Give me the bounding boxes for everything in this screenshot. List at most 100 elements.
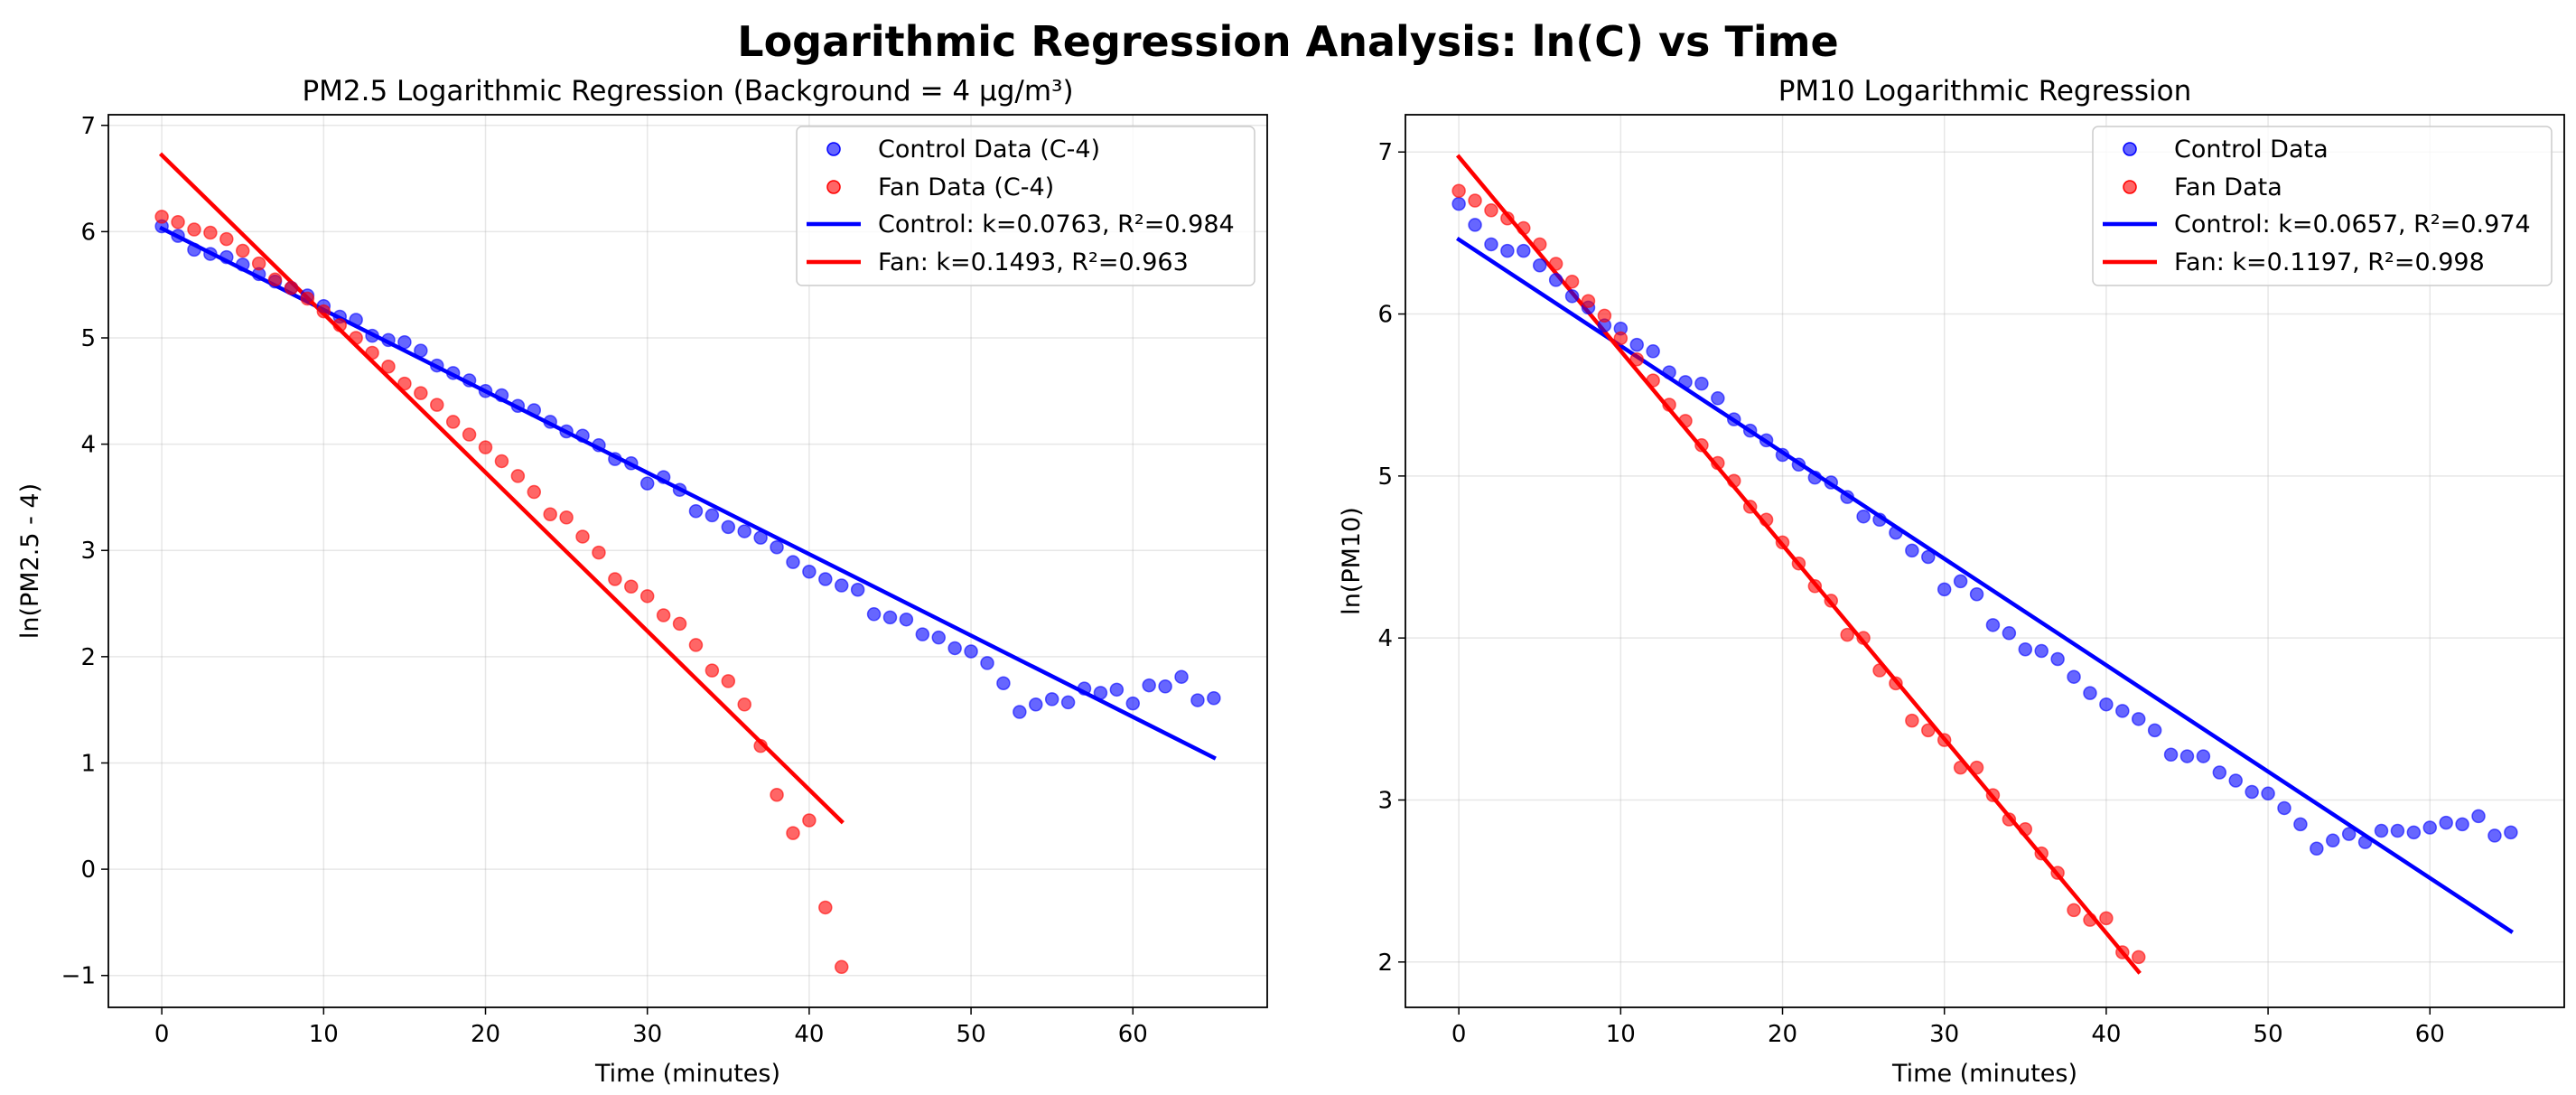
pm10-control-data-point — [2406, 825, 2422, 840]
pm10-fan-data-point — [1889, 676, 1903, 691]
pm10-control-data-point — [1905, 543, 1919, 558]
pm10-control-data-point — [2212, 765, 2227, 780]
pm10-control-data-point — [2261, 786, 2275, 801]
pm25-fan-data-point — [818, 900, 833, 915]
pm25-control-data-point — [1142, 678, 1156, 693]
pm25-y-tick-label: 6 — [80, 219, 96, 246]
pm25-control-data-point — [802, 565, 817, 579]
pm25-legend-fan-fit: Fan: k=0.1493, R²=0.963 — [878, 248, 1189, 276]
pm10-fan-data-point — [1953, 760, 1968, 775]
pm25-y-tick-label: 2 — [80, 644, 96, 671]
pm10-fan-data-point — [1856, 631, 1871, 645]
pm25-fan-data-point — [219, 231, 234, 247]
pm25-fan-data-point — [624, 579, 639, 594]
pm25-x-tick-label: 10 — [309, 1021, 339, 1048]
pm10-fan-data-point — [2034, 846, 2049, 861]
pm25-fan-data-point — [235, 243, 250, 258]
pm10-control-data-point — [1953, 574, 1968, 589]
pm25-control-data-point — [445, 366, 461, 380]
pm10-control-data-point — [2099, 697, 2114, 712]
pm25-fan-data-point — [688, 638, 704, 652]
pm25-control-data-point — [1044, 692, 1059, 707]
pm25-fan-data-point — [365, 345, 379, 360]
pm10-fan-data-point — [1646, 373, 1660, 388]
pm10-control-data-point — [1451, 196, 1466, 211]
pm10-x-tick-label: 30 — [1929, 1021, 1959, 1048]
pm10-control-data-point — [1484, 237, 1498, 252]
pm25-control-data-point — [171, 229, 185, 243]
pm10-fan-data-point — [2115, 945, 2130, 959]
pm10-control-data-point — [2228, 773, 2243, 788]
pm25-control-data-point — [656, 470, 671, 484]
pm25-fan-data-point — [559, 510, 574, 525]
pm10-control-data-point — [1532, 258, 1547, 273]
pm25-fan-data-point — [397, 376, 412, 391]
pm25-control-data-point — [931, 630, 946, 645]
pm25-control-data-point — [882, 610, 898, 625]
pm10-y-tick-label: 7 — [1377, 139, 1393, 166]
pm25-plot-frame — [107, 114, 1268, 1008]
pm25-control-data-point — [818, 572, 833, 586]
pm10-fan-data-point — [1905, 713, 1919, 728]
pm25-control-data-point — [219, 249, 234, 265]
pm10-legend-box — [2092, 126, 2553, 286]
pm10-control-data-point — [1742, 423, 1758, 438]
pm25-fan-data-point — [608, 572, 622, 586]
pm25-control-data-point — [203, 247, 218, 261]
pm10-fan-data-point — [2050, 866, 2065, 880]
pm25-control-data-point — [559, 424, 574, 439]
pm10-control-data-point — [2504, 825, 2518, 840]
pm25-control-data-point — [430, 358, 444, 373]
pm10-control-data-point — [2374, 823, 2389, 838]
pm25-control-data-point — [1077, 681, 1092, 696]
pm10-y-axis-label: ln(PM10) — [1338, 507, 1366, 615]
pm25-fan-data-point — [203, 225, 218, 240]
pm10-x-tick-label: 0 — [1451, 1021, 1467, 1048]
pm10-fan-data-point — [1532, 237, 1547, 252]
pm10-control-data-point — [2357, 835, 2373, 849]
pm10-control-data-point — [1824, 475, 1839, 490]
pm25-control-data-point — [899, 612, 914, 627]
pm25-fan-data-point — [300, 291, 315, 306]
pm25-control-data-point — [947, 641, 962, 656]
pm10-y-tick-label: 4 — [1377, 625, 1393, 652]
pm10-control-data-point — [1548, 273, 1563, 287]
pm25-fan-data-point — [786, 826, 800, 840]
pm25-fan-data-point — [445, 415, 461, 429]
pm10-y-tick-label: 5 — [1377, 463, 1393, 491]
pm10-fan-data-point — [1500, 211, 1515, 226]
pm10-control-data-point — [1872, 512, 1887, 528]
pm10-control-data-point — [1775, 447, 1790, 463]
pm10-fan-data-point — [1711, 455, 1725, 471]
pm25-control-data-point — [705, 508, 720, 523]
pm10-control-data-point — [1500, 243, 1515, 258]
pm25-control-data-point — [1093, 686, 1108, 700]
pm25-fan-fit-line — [158, 152, 845, 825]
pm25-control-data-point — [753, 530, 768, 545]
pm10-fan-data-point — [1548, 257, 1563, 271]
pm10-control-data-point — [2293, 817, 2308, 832]
pm25-legend-control-fit: Control: k=0.0763, R²=0.984 — [878, 211, 1235, 239]
pm25-fan-data-point — [154, 210, 169, 224]
pm25-fan-data-point — [494, 454, 509, 469]
pm10-fan-data-point — [1742, 500, 1758, 514]
pm10-fan-data-point — [1678, 414, 1693, 428]
pm25-control-data-point — [527, 403, 542, 417]
pm10-control-data-point — [1678, 375, 1693, 389]
pm25-chart: 0 10 20 30 40 50 60 −1 0 1 2 3 4 5 6 7 PM2.5 Logarithmi… — [16, 75, 1268, 1088]
pm10-control-data-point — [2067, 669, 2081, 684]
pm10-control-data-point — [2341, 827, 2357, 841]
pm10-fan-data-point — [1662, 398, 1676, 412]
pm25-legend-fan-data: Fan Data (C-4) — [878, 173, 1054, 201]
pm10-fan-data-point — [1775, 535, 1790, 550]
pm10-y-tick-label: 6 — [1377, 302, 1393, 329]
pm25-fan-data-point — [737, 697, 751, 712]
pm25-fan-data-point — [672, 616, 687, 632]
pm25-control-data-point — [786, 555, 800, 569]
pm25-fan-data-point — [592, 545, 606, 560]
pm25-control-data-point — [349, 313, 363, 327]
pm25-fan-data-point — [543, 507, 557, 521]
pm25-control-data-point — [381, 332, 396, 348]
pm25-control-data-point — [624, 456, 639, 471]
pm10-fan-data-point — [1727, 473, 1741, 488]
